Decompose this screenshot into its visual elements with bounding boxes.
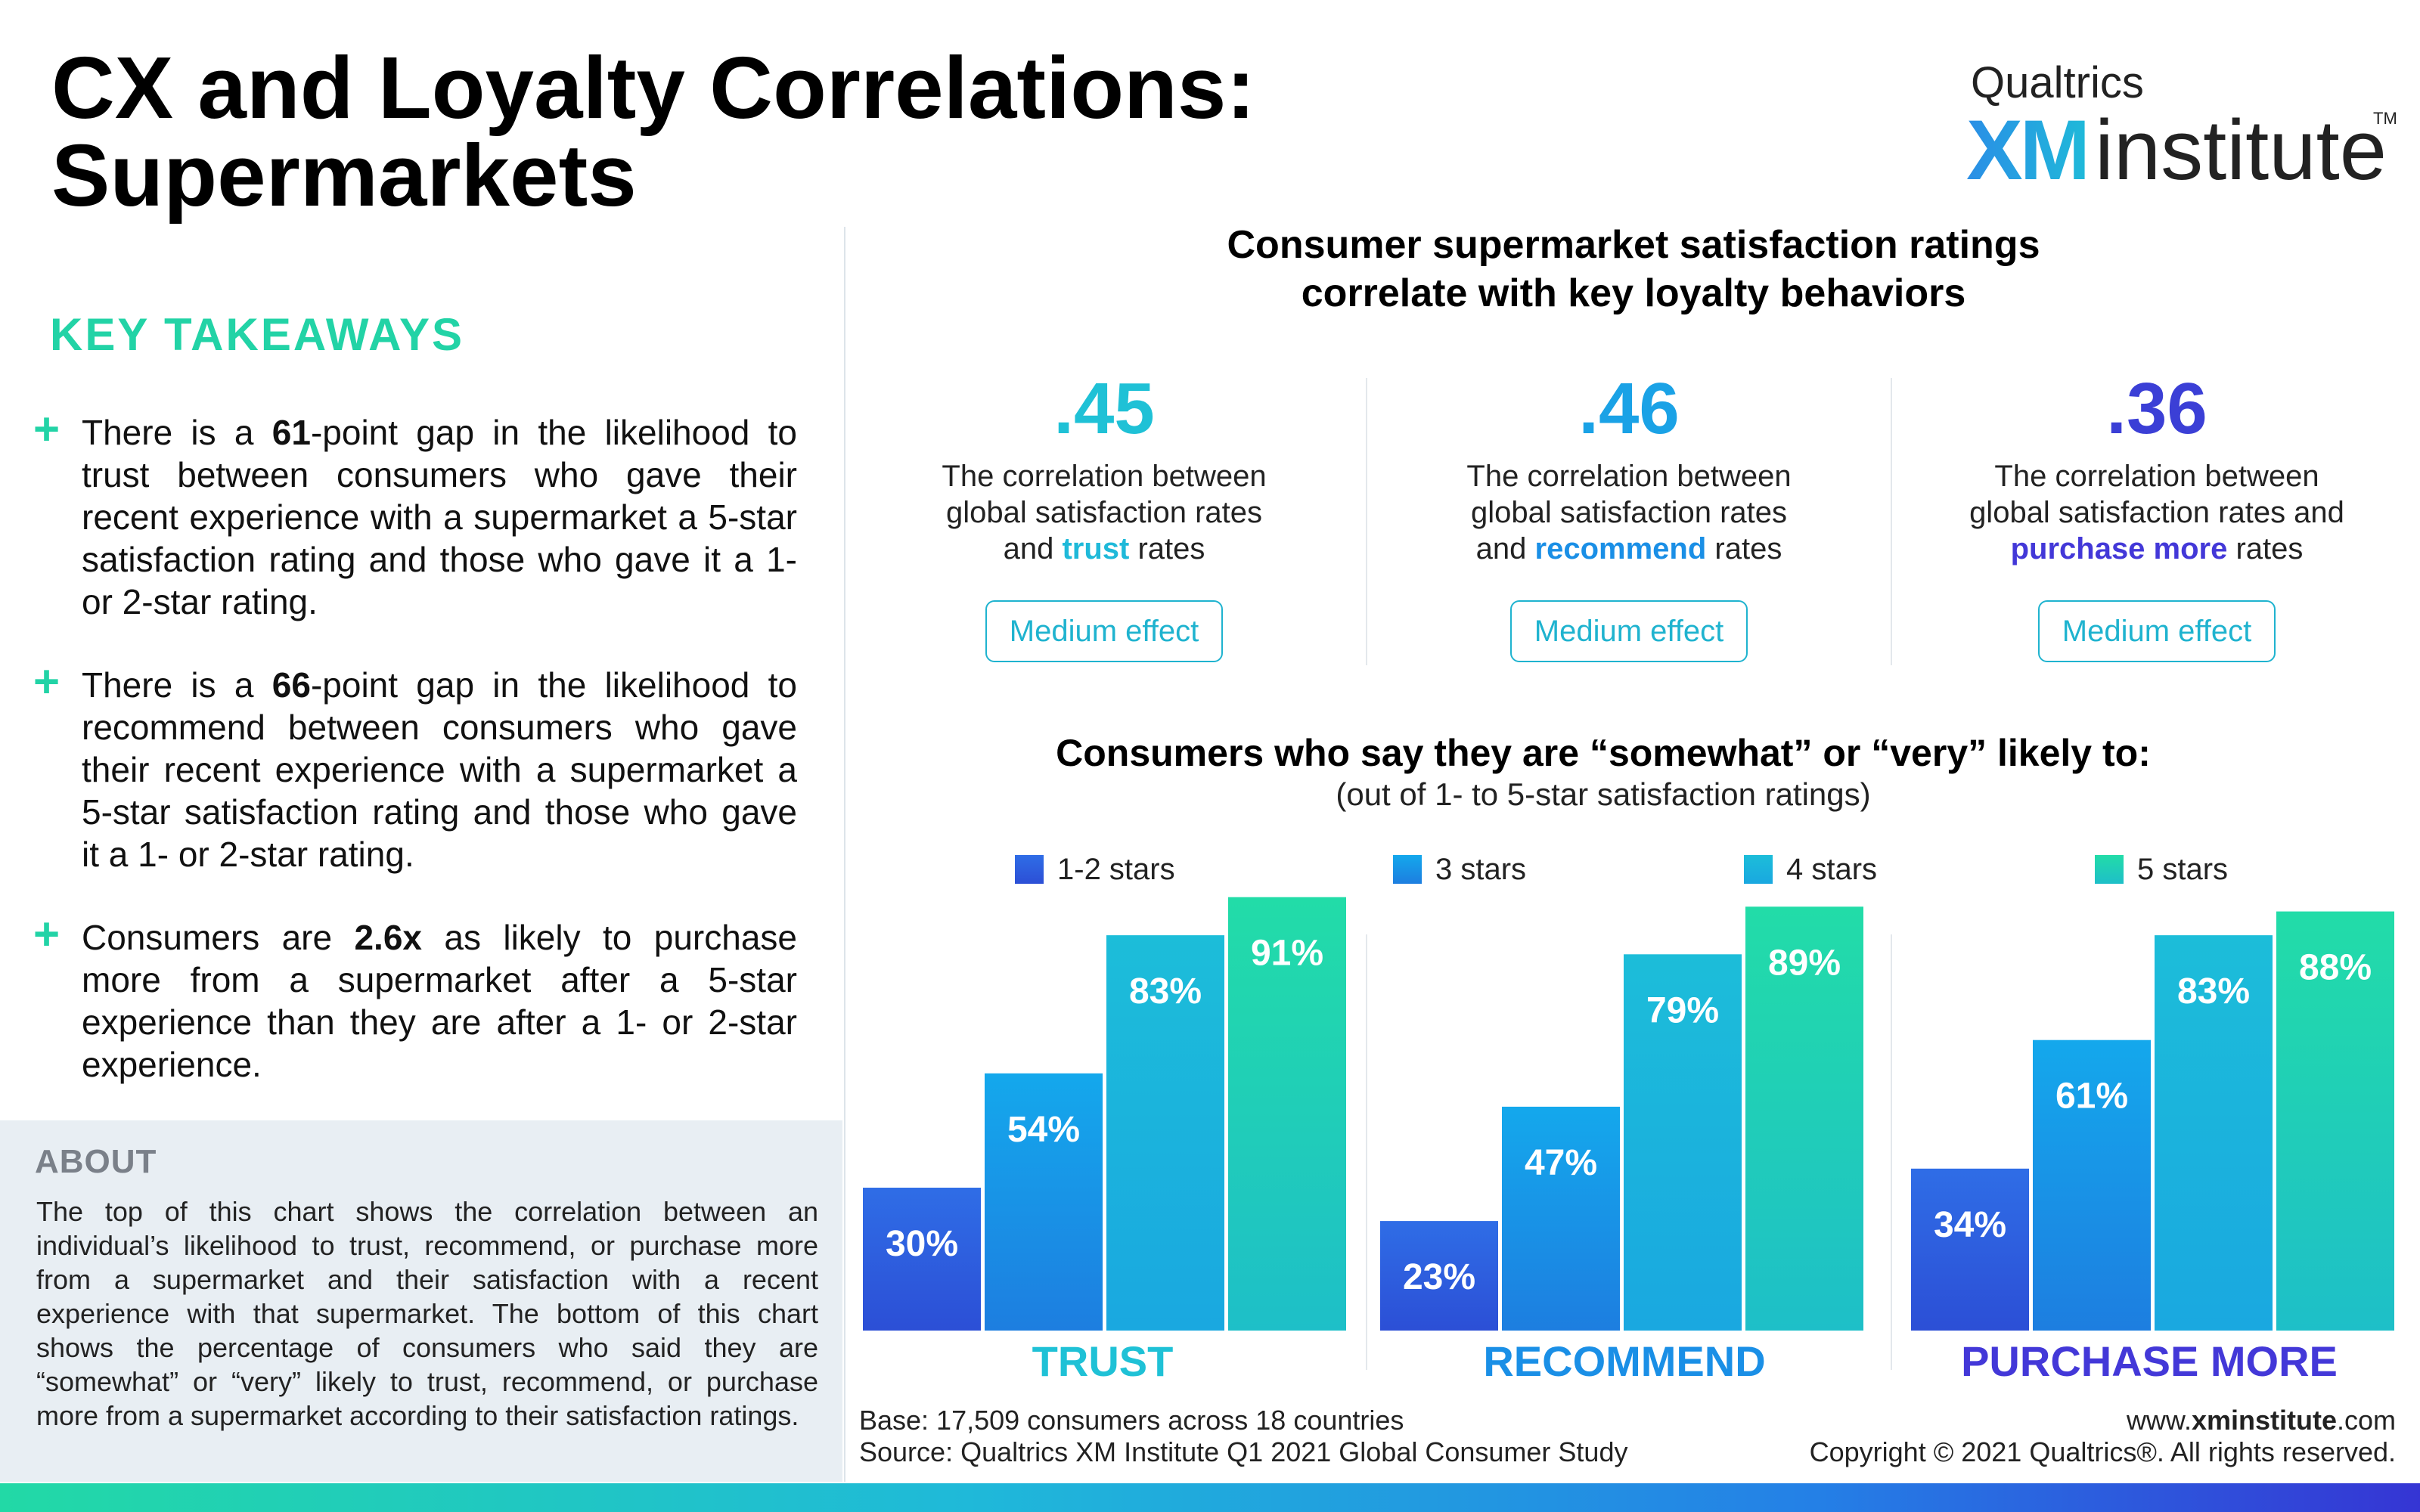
bar-value-label: 23% xyxy=(1403,1257,1475,1297)
correlation-value: .46 xyxy=(1578,368,1680,449)
footer-credits: www.xminstitute.com Copyright © 2021 Qua… xyxy=(1810,1405,2396,1468)
page-title-line-1: CX and Loyalty Correlations: xyxy=(51,39,1256,137)
about-heading: ABOUT xyxy=(35,1143,157,1180)
takeaway-highlight: 66 xyxy=(271,665,311,705)
bar-chart-heading: Consumers who say they are “somewhat” or… xyxy=(1056,732,2151,774)
bar-purchase-more-5-stars xyxy=(2276,911,2394,1331)
bar-purchase-more-1-2-stars xyxy=(1911,1168,2029,1331)
correlation-description: The correlation between global satisfact… xyxy=(1969,460,2344,565)
section-separator xyxy=(1366,934,1367,1370)
bar-value-label: 83% xyxy=(2177,971,2250,1012)
logo-qualtrics-text: Qualtrics xyxy=(1971,58,2144,107)
bar-recommend-5-stars xyxy=(1745,906,1863,1331)
plus-icon: + xyxy=(33,404,60,454)
bar-trust-3-stars xyxy=(985,1073,1103,1331)
bar-trust-5-stars xyxy=(1228,897,1346,1331)
bar-value-label: 47% xyxy=(1525,1143,1597,1183)
bar-purchase-more-3-stars xyxy=(2033,1040,2151,1331)
plus-icon: + xyxy=(33,656,60,707)
footer-base: Base: 17,509 consumers across 18 countri… xyxy=(859,1405,1404,1436)
bar-value-label: 88% xyxy=(2299,948,2372,988)
bar-value-label: 83% xyxy=(1129,971,1202,1012)
bar-value-label: 30% xyxy=(886,1224,958,1264)
footer-source: Base: 17,509 consumers across 18 countri… xyxy=(859,1405,1627,1468)
logo-xm-text: XM xyxy=(1966,103,2090,197)
correlation-keyword: purchase more xyxy=(2010,532,2228,565)
takeaway-text: Consumers are 2.6x as likely to purchase… xyxy=(82,918,798,1084)
takeaway-item: + There is a 66-point gap in the likelih… xyxy=(33,656,798,875)
about-panel: ABOUT The top of this chart shows the co… xyxy=(0,1120,842,1482)
footer-copyright: Copyright © 2021 Qualtrics®. All rights … xyxy=(1809,1436,2396,1467)
bar-value-label: 34% xyxy=(1934,1205,2006,1245)
section-separator xyxy=(1891,934,1892,1370)
bottom-gradient-bar xyxy=(0,1483,2420,1512)
legend-item-3-stars: 3 stars xyxy=(1393,848,1526,891)
correlation-keyword: recommend xyxy=(1534,532,1707,565)
key-takeaways-heading: KEY TAKEAWAYS xyxy=(50,309,465,360)
takeaway-text: There is a 61-point gap in the likelihoo… xyxy=(82,413,798,621)
qualtrics-xm-institute-logo: Qualtrics XM institute TM xyxy=(1966,54,2397,197)
legend-swatch xyxy=(1393,855,1422,884)
correlation-value: .36 xyxy=(2106,368,2207,449)
bar-value-label: 89% xyxy=(1768,943,1841,983)
plus-icon: + xyxy=(33,909,60,959)
correlation-description: The correlation between global satisfact… xyxy=(1466,460,1792,565)
bar-purchase-more-4-stars xyxy=(2155,935,2273,1331)
effect-badge: Medium effect xyxy=(985,600,1224,662)
logo-trademark: TM xyxy=(2373,109,2397,128)
column-divider xyxy=(844,227,845,1482)
legend-label: 3 stars xyxy=(1435,852,1527,886)
footer-source-line: Source: Qualtrics XM Institute Q1 2021 G… xyxy=(859,1436,1628,1467)
section-separator xyxy=(1891,378,1892,665)
takeaway-highlight: 61 xyxy=(271,413,311,452)
takeaway-highlight: 2.6x xyxy=(354,918,422,957)
section-separator xyxy=(1366,378,1367,665)
legend-item-1-2-stars: 1-2 stars xyxy=(1015,848,1175,891)
takeaway-item: + Consumers are 2.6x as likely to purcha… xyxy=(33,909,798,1086)
correlation-card-purchase-more: .36 The correlation between global satis… xyxy=(1930,367,2384,662)
legend-swatch xyxy=(1744,855,1773,884)
correlation-heading: Consumer supermarket satisfaction rating… xyxy=(1227,223,2040,315)
bar-value-label: 54% xyxy=(1007,1110,1080,1150)
effect-badge: Medium effect xyxy=(1509,600,1748,662)
bar-recommend-3-stars xyxy=(1502,1106,1620,1331)
bar-recommend-1-2-stars xyxy=(1380,1221,1498,1331)
bar-trust-1-2-stars xyxy=(863,1188,981,1331)
correlation-description: The correlation between global satisfact… xyxy=(942,460,1267,565)
legend-item-5-stars: 5 stars xyxy=(2095,848,2228,891)
legend-label: 4 stars xyxy=(1786,852,1878,886)
legend-swatch xyxy=(1015,855,1044,884)
legend-swatch xyxy=(2095,855,2124,884)
correlation-card-recommend: .46 The correlation between global satis… xyxy=(1402,367,1856,662)
logo-institute-text: institute xyxy=(2095,103,2387,197)
legend-item-4-stars: 4 stars xyxy=(1744,848,1877,891)
category-label-recommend: RECOMMEND xyxy=(1483,1337,1766,1385)
legend-label: 5 stars xyxy=(2137,852,2229,886)
bar-value-label: 79% xyxy=(1646,990,1719,1030)
effect-badge: Medium effect xyxy=(2037,600,2276,662)
category-label-trust: TRUST xyxy=(1032,1337,1174,1385)
bar-value-label: 61% xyxy=(2055,1077,2128,1117)
takeaway-item: + There is a 61-point gap in the likelih… xyxy=(33,404,798,623)
takeaway-text: There is a 66-point gap in the likelihoo… xyxy=(82,665,798,874)
category-label-purchase-more: PURCHASE MORE xyxy=(1961,1337,2338,1385)
page-title: CX and Loyalty Correlations: Supermarket… xyxy=(51,44,1255,219)
bar-value-label: 91% xyxy=(1251,934,1323,974)
bar-trust-4-stars xyxy=(1106,935,1224,1331)
correlation-value: .45 xyxy=(1053,368,1155,449)
correlation-keyword: trust xyxy=(1062,532,1130,565)
bar-recommend-4-stars xyxy=(1624,954,1742,1331)
about-body: The top of this chart shows the correlat… xyxy=(36,1196,818,1431)
bar-chart-note: (out of 1- to 5-star satisfaction rating… xyxy=(1336,776,1871,812)
footer-url: www.xminstitute.com xyxy=(2126,1405,2396,1436)
legend-label: 1-2 stars xyxy=(1057,852,1175,886)
correlation-card-trust: .45 The correlation between global satis… xyxy=(877,367,1331,662)
page-title-line-2: Supermarkets xyxy=(51,126,637,225)
